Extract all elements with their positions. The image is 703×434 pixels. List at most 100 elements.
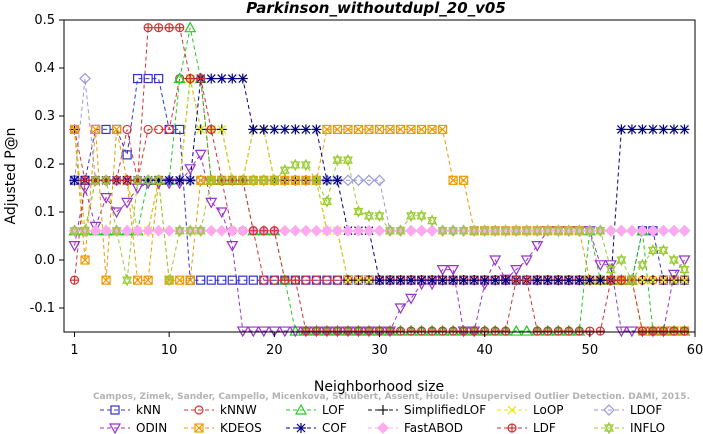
data-point-cof — [469, 275, 480, 286]
data-point-ldf — [574, 326, 584, 336]
data-point-kdeos — [448, 175, 458, 185]
data-point-inflo — [500, 224, 511, 238]
data-point-inflo — [490, 224, 501, 238]
data-point-ldf — [175, 23, 185, 33]
data-point-ldf — [616, 275, 626, 285]
data-point-kdeos — [133, 275, 143, 285]
data-point-inflo — [342, 153, 353, 167]
data-point-inflo — [521, 224, 532, 238]
data-point-ldof — [194, 174, 207, 187]
legend-label: kNN — [136, 403, 161, 417]
data-point-ldf — [511, 275, 521, 285]
x-tick-label: 40 — [476, 343, 493, 358]
data-point-kdeos — [395, 124, 406, 135]
data-point-ldf — [80, 175, 90, 185]
legend-label: LOF — [322, 403, 345, 417]
data-point-inflo — [406, 209, 417, 223]
data-point-cof — [637, 124, 648, 135]
data-point-knn — [154, 73, 164, 84]
data-point-fastabod — [405, 224, 417, 237]
data-point-ldf — [196, 73, 206, 84]
data-point-cof — [227, 73, 238, 84]
data-point-knn — [133, 73, 143, 84]
data-point-inflo — [237, 173, 248, 187]
data-point-inflo — [542, 224, 553, 238]
data-point-fastabod — [668, 224, 680, 237]
legend-marker — [603, 404, 615, 416]
data-point-inflo — [101, 173, 112, 187]
data-point-knnw — [301, 275, 311, 285]
data-point-cof — [553, 275, 564, 286]
data-point-cof — [532, 275, 543, 286]
data-point-odin — [110, 207, 123, 219]
data-point-cof — [300, 124, 311, 135]
data-point-lof — [173, 72, 186, 84]
data-point-inflo — [679, 263, 690, 276]
data-point-inflo — [227, 173, 238, 187]
data-point-inflo — [185, 224, 196, 238]
data-point-cof — [69, 175, 80, 186]
y-tick-label: 0.3 — [34, 109, 55, 124]
data-point-knnw — [122, 124, 132, 135]
data-point-cof — [479, 275, 490, 286]
data-point-fastabod — [321, 224, 333, 237]
y-tick-label: 0.5 — [34, 13, 55, 28]
data-point-fastabod — [657, 224, 670, 237]
data-point-inflo — [216, 173, 227, 187]
data-point-cof — [647, 124, 658, 135]
data-point-fastabod — [615, 224, 628, 237]
data-point-inflo — [80, 224, 91, 238]
data-point-ldf — [69, 275, 80, 285]
data-point-fastabod — [226, 224, 239, 237]
data-point-inflo — [448, 224, 459, 238]
data-point-ldf — [543, 326, 553, 336]
legend-item-knnw: kNNW — [184, 403, 257, 417]
data-point-ldf — [301, 326, 311, 336]
data-point-odin — [205, 197, 218, 209]
data-point-inflo — [321, 195, 332, 208]
legend-label: SimplifiedLOF — [404, 403, 486, 417]
data-point-lof — [184, 21, 197, 33]
data-point-cof — [416, 275, 427, 286]
data-point-fastabod — [89, 224, 102, 237]
data-point-kdeos — [332, 124, 343, 135]
data-point-kdeos — [353, 124, 364, 135]
legend-item-ldf: LDF — [497, 421, 556, 434]
data-point-cof — [248, 124, 259, 135]
data-point-cof — [679, 124, 690, 135]
x-tick-label: 10 — [161, 343, 178, 358]
data-point-cof — [164, 175, 175, 186]
x-tick-label: 1 — [70, 343, 78, 358]
data-point-ldf — [406, 326, 416, 336]
data-point-ldf — [522, 275, 532, 285]
data-point-odin — [604, 260, 617, 272]
data-point-fastabod — [415, 224, 428, 237]
data-point-inflo — [658, 244, 669, 257]
data-point-ldof — [342, 174, 354, 187]
data-point-kdeos — [101, 275, 111, 285]
data-point-kdeos — [175, 275, 185, 285]
legend-marker — [378, 405, 388, 415]
data-point-odin — [436, 265, 449, 276]
data-point-ldf — [290, 275, 300, 285]
legend-label: LDF — [533, 421, 556, 434]
data-point-fastabod — [373, 224, 386, 237]
series-line-ldof — [74, 78, 685, 232]
data-point-cof — [185, 175, 196, 186]
data-point-odin — [89, 221, 102, 233]
data-point-ldf — [322, 326, 332, 336]
y-tick-label: 0.2 — [34, 157, 55, 172]
data-point-fastabod — [678, 224, 691, 237]
data-point-inflo — [332, 153, 343, 167]
legend-label: KDEOS — [220, 421, 262, 434]
data-point-knnw — [269, 275, 279, 285]
data-point-kdeos — [185, 275, 195, 285]
data-point-knn — [217, 275, 227, 285]
data-point-ldof — [289, 174, 302, 187]
data-point-ldof — [352, 174, 365, 187]
data-point-loop — [637, 275, 647, 285]
data-point-inflo — [416, 209, 427, 223]
x-axis: 1 10 20 30 40 50 60 — [70, 332, 703, 358]
data-point-fastabod — [215, 224, 228, 237]
data-point-fastabod — [352, 224, 365, 237]
